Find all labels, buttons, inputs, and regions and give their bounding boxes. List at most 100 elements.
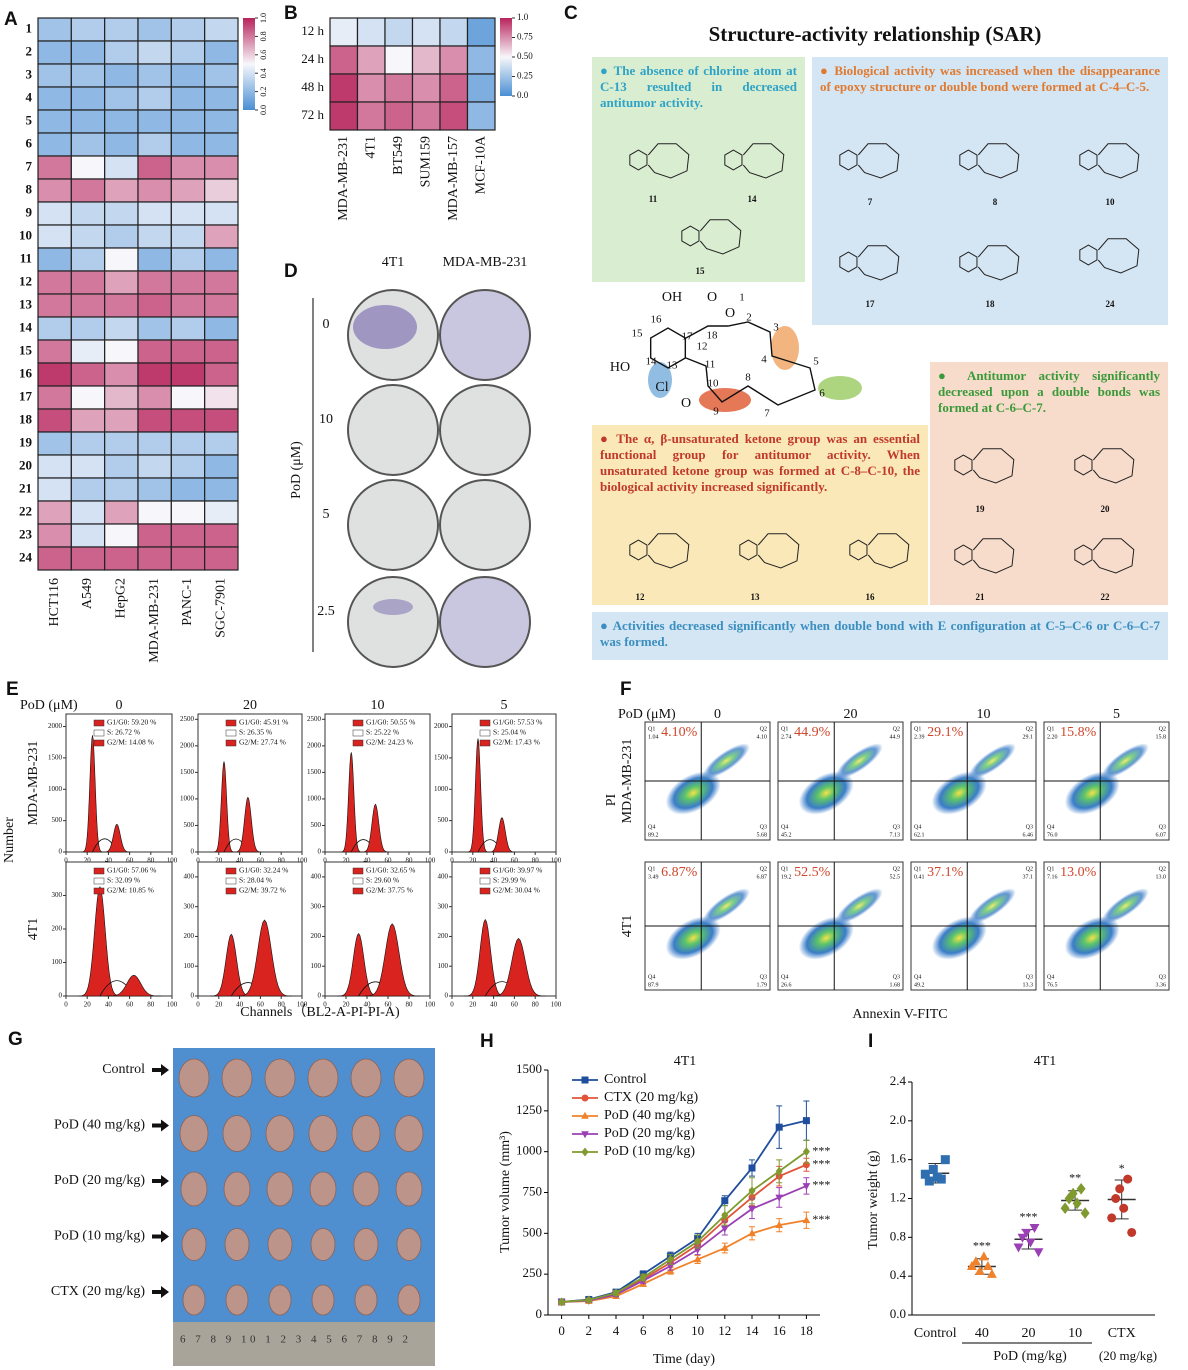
x-tick-label: 12 (718, 1323, 731, 1338)
marker (585, 1295, 593, 1305)
x-tick-label: 40 (364, 857, 372, 865)
heatmap-cell (137, 546, 172, 571)
marker (1127, 1227, 1137, 1237)
core-macrocycle (685, 321, 816, 406)
phase-label: G1/G0: 45.91 % (239, 718, 288, 727)
molecule-ring (954, 454, 973, 476)
event-cloud (702, 743, 750, 779)
x-axis-label: Annexin V-FITC (852, 1007, 947, 1022)
row-label: 4 (26, 89, 33, 104)
quadrant-name: Q1 (914, 866, 921, 872)
heatmap-cell (411, 101, 441, 131)
y-tick-label: 400 (184, 872, 195, 880)
quadrant-name: Q4 (914, 824, 921, 830)
y-tick-label: 750 (523, 1183, 543, 1198)
heatmap-cell (466, 17, 496, 47)
core-atom-label: 6 (819, 388, 825, 400)
legend-swatch (93, 729, 105, 737)
quadrant-value: 52.5 (890, 874, 901, 880)
x-tick-label: 20 (215, 857, 223, 865)
tumor (268, 1284, 292, 1316)
quadrant-name: Q1 (781, 726, 788, 732)
quadrant-name: Q4 (1047, 824, 1054, 830)
molecule-macrocycle (972, 448, 1015, 484)
phase-label: G1/G0: 57.06 % (107, 866, 156, 875)
quadrant-name: Q2 (760, 866, 767, 872)
marker (612, 1288, 620, 1298)
x-tick-label: 60 (257, 857, 265, 865)
y-tick-label: 1500 (516, 1061, 542, 1076)
heatmap-cell (137, 339, 172, 364)
y-tick-label: 400 (311, 872, 322, 880)
ruler-digits: 6 7 8 9 10 1 2 3 4 5 6 7 8 9 2 (180, 1334, 412, 1346)
molecule-ring (739, 539, 758, 561)
heatmap-cell (104, 293, 139, 318)
heatmap-cell (170, 431, 206, 456)
marker (721, 1210, 729, 1220)
quadrant-name: Q3 (760, 974, 767, 980)
quadrant-value: 2.20 (1047, 734, 1058, 740)
quadrant-name: Q3 (1026, 974, 1033, 980)
plate-axis-label: PoD (μM) (289, 441, 304, 499)
phase-label: G2/M: 30.04 % (493, 886, 540, 895)
g2-peak (237, 919, 292, 997)
heatmap-cell (204, 385, 239, 410)
heatmap-cell (137, 477, 172, 502)
apoptosis-percent: 6.87% (661, 865, 698, 880)
significance: *** (812, 1212, 830, 1226)
heatmap-cell (204, 201, 239, 226)
marker (721, 1197, 729, 1205)
y-tick-label: 100 (311, 962, 322, 970)
heatmap-cell (137, 270, 172, 295)
heatmap-cell (170, 546, 206, 571)
plate (439, 576, 531, 668)
y-tick-label: 250 (523, 1265, 543, 1280)
molecule-macrocycle (699, 219, 742, 255)
compound-number: 16 (866, 592, 876, 602)
heatmap-cell (137, 408, 172, 433)
row-label: 14 (19, 319, 33, 334)
heatmap-cell (170, 339, 206, 364)
heatmap-cell (70, 454, 106, 479)
heatmap-cell (329, 73, 359, 103)
phase-label: G2/M: 24.23 % (366, 738, 413, 747)
y-tick-label: 1500 (434, 754, 449, 762)
heatmap-cell (70, 408, 106, 433)
y-tick-label: 500 (438, 816, 449, 824)
heatmap-cell (204, 86, 239, 111)
chart-title: 4T1 (1034, 1054, 1057, 1069)
colorbar-tick-label: 1.0 (259, 13, 268, 23)
colorbar (500, 18, 512, 96)
heatmap-cell (104, 477, 139, 502)
y-tick-label: 1250 (516, 1102, 542, 1117)
tumor (354, 1284, 378, 1316)
y-tick-label: 500 (523, 1224, 543, 1239)
row-label: 16 (19, 365, 33, 380)
quadrant-name: Q2 (1159, 726, 1166, 732)
y-axis-label: Tumor weight (g) (866, 1150, 881, 1249)
quadrant-name: Q4 (648, 974, 655, 980)
heatmap-cell (204, 316, 239, 341)
x-tick-label: 0 (64, 857, 68, 865)
heatmap-cell (411, 73, 441, 103)
y-tick-label: 0 (59, 848, 63, 856)
phase-label: S: 25.22 % (366, 728, 399, 737)
quadrant-name: Q2 (893, 866, 900, 872)
x-tick-label: 80 (147, 857, 155, 865)
heatmap-cell (411, 17, 441, 47)
y-tick-label: 0.0 (890, 1306, 906, 1321)
molecule-ring (1079, 149, 1098, 171)
heatmap-cell (204, 477, 239, 502)
sar-text: Biological activity was increased when t… (820, 63, 1160, 95)
molecule-ring (629, 539, 648, 561)
phase-label: G2/M: 37.75 % (366, 886, 413, 895)
y-tick-label: 1500 (180, 768, 195, 776)
tumor (180, 1171, 208, 1207)
marker (1123, 1174, 1133, 1184)
y-tick-label: 0.4 (890, 1267, 907, 1282)
heatmap-cell (439, 101, 469, 131)
tumor (265, 1115, 295, 1152)
sar-box: Activities decreased significantly when … (592, 612, 1168, 660)
colonies (353, 305, 417, 349)
